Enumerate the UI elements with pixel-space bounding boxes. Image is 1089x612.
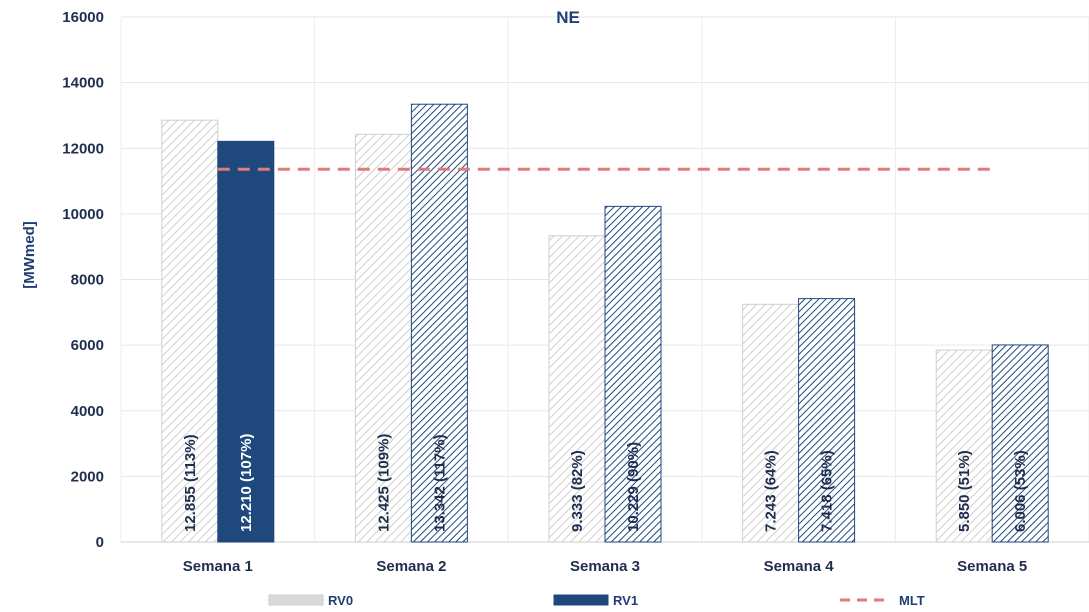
x-tick-label: Semana 2 [376,558,446,575]
x-tick-label: Semana 4 [764,558,835,575]
y-tick-label: 4000 [71,403,104,420]
bar-rv1 [410,103,468,543]
legend-label: MLT [899,593,925,608]
data-label: 5.850 (51%) [956,450,973,532]
x-tick-label: Semana 1 [183,558,253,575]
data-labels: 12.855 (113%) 12.210 (107%) 12.425 (109%) 1… [182,434,1029,532]
legend-item-rv0: RV0 [268,593,353,608]
bar-rv1 [798,298,856,543]
data-label: 10.229 (90%) [625,442,642,532]
bar-rv0 [742,303,800,543]
legend-label: RV0 [328,593,353,608]
x-tick-label: Semana 3 [570,558,640,575]
y-axis-label: [MWmed] [21,221,38,289]
chart-title: NE [556,8,580,27]
y-tick-label: 2000 [71,468,104,485]
y-tick-label: 6000 [71,337,104,354]
data-label: 12.425 (109%) [375,434,392,532]
bar-rv1 [991,344,1049,543]
data-label: 7.418 (65%) [819,450,836,532]
y-tick-label: 0 [96,534,104,551]
legend-label: RV1 [613,593,638,608]
bars [161,103,1049,543]
data-label: 13.342 (117%) [431,434,448,532]
legend-item-mlt: MLT [840,593,925,608]
legend-item-rv1: RV1 [553,593,638,608]
y-axis: 0 2000 4000 6000 8000 10000 12000 14000 16000 [62,9,104,551]
y-tick-label: 12000 [62,140,104,157]
y-tick-label: 16000 [62,9,104,26]
data-label: 9.333 (82%) [569,450,586,532]
y-tick-label: 8000 [71,272,104,289]
legend: RV0 RV1 MLT [268,593,925,608]
bar-rv1 [217,140,275,543]
bar-rv1 [604,205,662,543]
x-axis: Semana 1 Semana 2 Semana 3 Semana 4 Semana 5 [183,558,1027,575]
bar-rv0 [548,235,606,543]
data-label: 6.006 (53%) [1012,450,1029,532]
y-tick-label: 10000 [62,206,104,223]
x-tick-label: Semana 5 [957,558,1027,575]
legend-swatch [268,594,324,606]
legend-swatch [553,594,609,606]
data-label: 12.855 (113%) [182,434,199,532]
data-label: 7.243 (64%) [763,450,780,532]
bar-rv0 [354,133,412,543]
data-label: 12.210 (107%) [238,434,255,532]
bar-rv0 [161,119,219,543]
y-tick-label: 14000 [62,75,104,92]
bar-rv0 [935,349,993,543]
